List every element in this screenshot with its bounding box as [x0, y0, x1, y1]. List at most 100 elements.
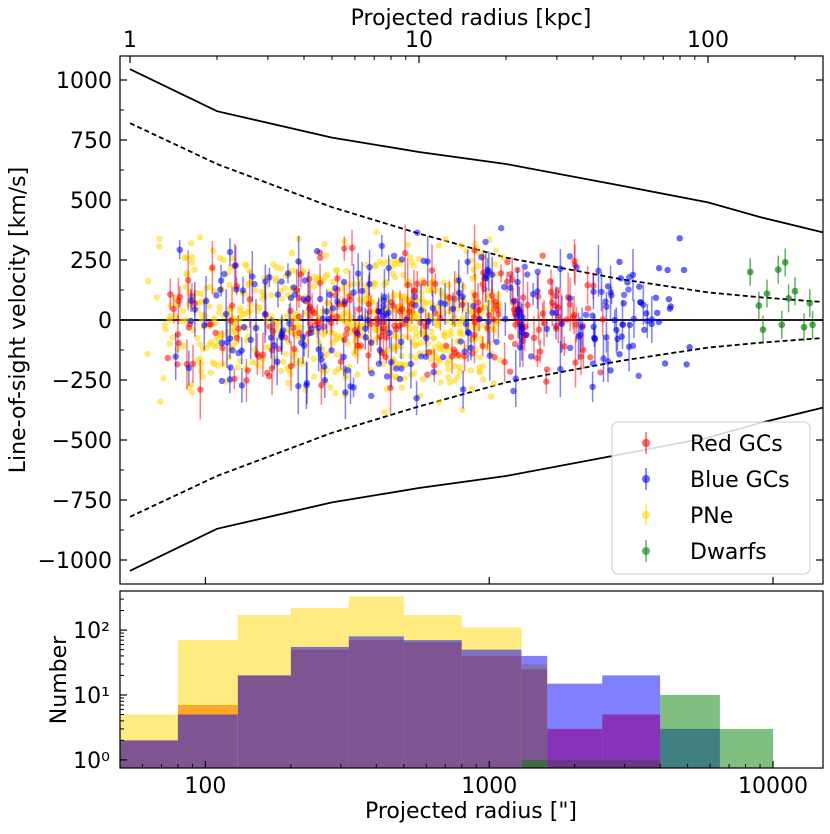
pne-point	[259, 295, 266, 303]
y-tick-label: 750	[70, 129, 112, 154]
top-x-tick-label: 1	[123, 28, 137, 53]
red-gc-point	[474, 299, 482, 306]
blue-gc-point	[301, 277, 308, 284]
pne-point	[407, 326, 414, 333]
blue-gc-point	[629, 271, 637, 278]
red-gc-point	[535, 326, 543, 333]
red-gc-point	[365, 301, 372, 308]
pne-point	[427, 355, 434, 363]
blue-gc-point	[501, 283, 508, 291]
pne-point	[499, 254, 507, 261]
blue-gc-point	[648, 320, 655, 328]
blue-gc-point	[313, 247, 321, 255]
hist-bar	[177, 714, 238, 768]
red-gc-point	[291, 345, 298, 353]
red-gc-point	[343, 331, 350, 338]
pne-point	[459, 406, 466, 413]
hist-bar	[521, 759, 548, 768]
pne-point	[460, 314, 467, 321]
pne-point	[413, 310, 420, 318]
blue-gc-point	[176, 246, 183, 253]
legend-marker	[642, 547, 650, 555]
red-gc-point	[388, 299, 395, 306]
blue-gc-point	[290, 284, 297, 291]
dwarf-point	[774, 266, 782, 273]
hist-bar	[521, 655, 548, 768]
blue-gc-point	[498, 224, 505, 232]
blue-gc-point	[375, 308, 382, 315]
red-gc-point	[584, 282, 591, 289]
red-gc-point	[543, 366, 551, 373]
dwarf-point	[781, 259, 789, 266]
red-gc-point	[243, 377, 250, 384]
pne-point	[188, 381, 195, 388]
scatter-axes: 1000 750 500 250 0 −250 −500 −750 −1000 1 10 100	[38, 28, 823, 584]
red-gc-point	[341, 245, 348, 252]
blue-gc-point	[618, 333, 625, 340]
x-tick-label: 10000	[738, 774, 808, 799]
pne-point	[392, 261, 399, 268]
blue-gc-point	[478, 254, 485, 261]
red-gc-point	[428, 267, 436, 274]
x-tick-label: 1000	[461, 774, 517, 799]
red-gc-point	[170, 305, 177, 313]
blue-gc-point	[390, 252, 398, 259]
y-tick-label: 500	[70, 189, 112, 214]
blue-gc-point	[625, 286, 632, 293]
pne-point	[323, 252, 330, 259]
red-gc-point	[212, 329, 219, 336]
pne-point	[441, 329, 449, 336]
red-gc-point	[287, 363, 295, 370]
blue-gc-point	[578, 324, 586, 331]
pne-point	[211, 343, 218, 350]
legend-box	[611, 421, 811, 575]
blue-gc-point	[238, 382, 246, 389]
red-gc-point	[450, 346, 458, 353]
blue-gc-point	[232, 262, 239, 269]
red-gc-point	[219, 344, 226, 352]
blue-gc-point	[350, 289, 357, 296]
blue-gc-point	[655, 264, 663, 272]
red-gc-point	[290, 324, 297, 331]
legend-marker	[642, 511, 650, 519]
blue-gc-point	[375, 360, 383, 367]
red-gc-point	[377, 333, 384, 340]
x-axis-label: Projected radius ["]	[365, 799, 577, 824]
pne-point	[207, 369, 214, 376]
blue-gc-point	[185, 364, 192, 372]
blue-gc-point	[321, 376, 328, 384]
red-gc-point	[185, 277, 192, 284]
blue-gc-point	[619, 321, 626, 328]
blue-gc-point	[516, 344, 524, 351]
blue-gc-point	[600, 355, 607, 362]
blue-gc-point	[286, 320, 293, 327]
blue-gc-point	[187, 317, 195, 325]
red-gc-point	[442, 342, 450, 349]
dwarf-point	[763, 290, 771, 297]
blue-gc-point	[625, 343, 633, 350]
hist-y-tick-label: 10¹	[73, 684, 110, 709]
blue-gc-point	[247, 336, 254, 343]
blue-gc-point	[589, 383, 596, 390]
blue-gc-point	[284, 270, 292, 277]
blue-gc-point	[238, 347, 245, 354]
blue-gc-point	[385, 264, 392, 272]
red-gc-point	[491, 354, 498, 361]
blue-gc-point	[381, 293, 388, 300]
blue-gc-point	[608, 292, 615, 299]
blue-gc-point	[218, 377, 226, 385]
x-tick-label: 100	[184, 774, 226, 799]
blue-gc-point	[403, 316, 410, 323]
pne-point	[216, 309, 223, 316]
red-gc-point	[571, 257, 578, 265]
blue-gc-point	[534, 268, 541, 275]
blue-gc-point	[482, 272, 489, 279]
blue-gc-point	[414, 229, 421, 236]
pne-point	[234, 364, 242, 371]
pne-point	[330, 329, 338, 337]
blue-gc-point	[386, 329, 393, 336]
red-gc-point	[228, 302, 236, 309]
blue-gc-point	[295, 382, 302, 390]
blue-gc-point	[239, 287, 247, 294]
dwarf-point	[800, 323, 808, 331]
